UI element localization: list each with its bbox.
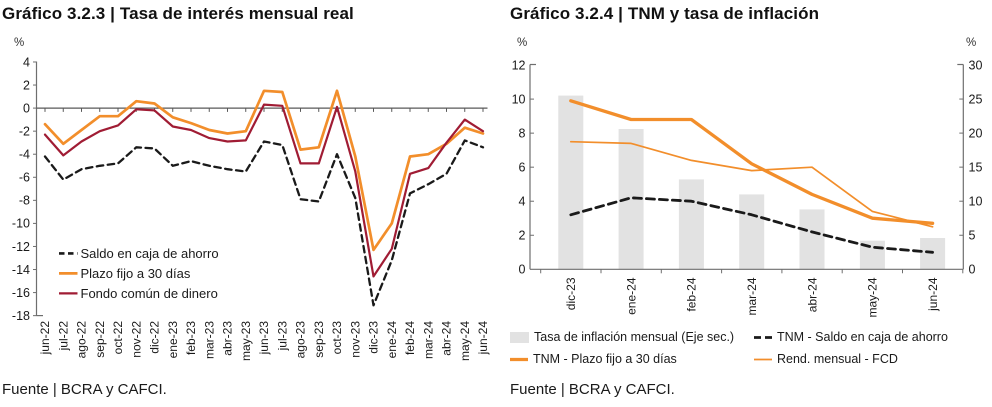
- y-tick-label: -16: [12, 286, 30, 300]
- x-tick-label: mar-23: [202, 321, 216, 359]
- y-axis-right-unit-label: %: [966, 37, 977, 49]
- y-tick-label: -10: [12, 217, 30, 231]
- x-tick-label: abr-23: [221, 321, 235, 356]
- x-tick-label: ene-24: [624, 277, 638, 315]
- x-tick-label: feb-24: [403, 321, 417, 355]
- x-tick-label: jul-22: [56, 321, 70, 352]
- legend-label: Plazo fijo a 30 días: [81, 266, 191, 281]
- legend-label-rend-fcd: Rend. mensual - FCD: [777, 352, 898, 366]
- series-line-plazo-fijo: [43, 89, 485, 252]
- bar-inflation: [558, 95, 584, 270]
- y-tick-label: 4: [23, 55, 30, 69]
- x-tick-label: sep-23: [312, 321, 326, 358]
- x-tick-label: may-24: [866, 277, 880, 317]
- y-tick-label-left: 0: [519, 263, 526, 277]
- x-tick-label: nov-22: [129, 321, 143, 358]
- y-tick-label-left: 12: [512, 58, 526, 72]
- x-tick-label: jun-24: [476, 321, 490, 356]
- series-line-tnm-caja-ahorro: [569, 196, 935, 254]
- legend-label-tnm-caja-ahorro: TNM - Saldo en caja de ahorro: [777, 330, 948, 344]
- x-tick-label: oct-23: [330, 321, 344, 355]
- x-tick-label: dic-23: [367, 321, 381, 354]
- y-tick-label-right: 20: [969, 126, 983, 140]
- chart-panel-3-2-3: Gráfico 3.2.3 | Tasa de interés mensual …: [2, 4, 490, 398]
- chart-title-left: Gráfico 3.2.3 | Tasa de interés mensual …: [2, 4, 354, 23]
- thin-orange-line-swatch-icon: [754, 358, 772, 360]
- x-tick-label: jun-22: [38, 321, 52, 356]
- dashed-line-swatch-icon: [754, 335, 772, 339]
- x-tick-label: ene-23: [166, 321, 180, 359]
- x-tick-label: feb-24: [685, 277, 699, 311]
- y-axis-left-unit-label: %: [517, 37, 528, 49]
- y-tick-label-right: 5: [969, 229, 976, 243]
- x-tick-label: may-23: [239, 321, 253, 361]
- series-line-rend-fcd: [569, 140, 934, 228]
- legend-item-tnm-caja-ahorro: TNM - Saldo en caja de ahorro: [754, 330, 948, 344]
- y-tick-label-right: 0: [969, 263, 976, 277]
- bar-inflation: [739, 194, 765, 270]
- y-tick-label-left: 2: [519, 229, 526, 243]
- legend-item-inflation: Tasa de inflación mensual (Eje sec.): [510, 330, 734, 344]
- source-note-right: Fuente | BCRA y CAFCI.: [510, 381, 675, 398]
- legend-label-inflation: Tasa de inflación mensual (Eje sec.): [534, 330, 735, 344]
- y-tick-label-left: 8: [519, 126, 526, 140]
- y-tick-label: -8: [19, 194, 30, 208]
- y-tick-label-right: 30: [969, 58, 983, 72]
- x-tick-label: ago-22: [75, 321, 89, 359]
- line-chart-real-interest-rate: 4 2 0 -2 -4 -6 -8 -10 -12 -14 -16 -18 jun-22 jul-22 ag…: [12, 55, 490, 361]
- y-tick-label-right: 10: [969, 195, 983, 209]
- y-tick-label: -6: [19, 171, 30, 185]
- chart-panel-3-2-4: Gráfico 3.2.4 | TNM y tasa de inflación …: [496, 0, 992, 407]
- y-tick-label: 0: [23, 101, 30, 115]
- y-tick-label: -18: [12, 309, 30, 323]
- y-tick-label-right: 15: [969, 160, 983, 174]
- x-tick-label: sep-22: [93, 321, 107, 358]
- source-note-left: Fuente | BCRA y CAFCI.: [2, 381, 167, 398]
- legend-label-tnm-plazo-fijo: TNM - Plazo fijo a 30 días: [533, 352, 677, 366]
- x-tick-label: dic-22: [148, 321, 162, 354]
- y-tick-label: -2: [19, 124, 30, 138]
- x-tick-label: jul-23: [275, 321, 289, 352]
- y-tick-label: -4: [19, 148, 30, 162]
- x-tick-label: mar-24: [745, 277, 759, 315]
- x-tick-label: feb-23: [184, 321, 198, 355]
- x-tick-label: jun-23: [257, 321, 271, 356]
- x-tick-label: abr-24: [805, 277, 819, 312]
- y-tick-label: -14: [12, 263, 30, 277]
- series-line-fcd: [43, 103, 485, 278]
- chart-title-right: Gráfico 3.2.4 | TNM y tasa de inflación: [510, 4, 820, 23]
- legend-item-tnm-plazo-fijo: TNM - Plazo fijo a 30 días: [510, 352, 677, 366]
- y-axis-unit-label: %: [14, 37, 25, 49]
- series-line-tnm-plazo-fijo: [569, 99, 935, 225]
- combo-chart-tnm-inflation: 0 2 4 6 8 10 12 0 5 10 15 20 25 30 dic-23 ene-24 feb-24 m…: [512, 58, 983, 317]
- x-tick-label: jun-24: [926, 277, 940, 312]
- x-tick-label: ago-23: [294, 321, 308, 359]
- x-tick-label: may-24: [458, 321, 472, 361]
- legend-label: Fondo común de dinero: [81, 286, 218, 301]
- y-tick-label: -12: [12, 240, 30, 254]
- thick-orange-line-swatch-icon: [510, 357, 528, 361]
- x-tick-label: oct-22: [111, 321, 125, 355]
- bar-inflation: [678, 179, 704, 270]
- legend-label: Saldo en caja de ahorro: [81, 246, 219, 261]
- y-tick-label-left: 10: [512, 92, 526, 106]
- x-tick-label: nov-23: [348, 321, 362, 358]
- series-line-caja-ahorro: [43, 139, 485, 307]
- y-tick-label-right: 25: [969, 92, 983, 106]
- x-tick-label: dic-23: [564, 277, 578, 310]
- legend-item-rend-fcd: Rend. mensual - FCD: [754, 352, 898, 366]
- bar-inflation: [799, 209, 825, 270]
- x-tick-label: abr-24: [440, 321, 454, 356]
- y-tick-label: 2: [23, 78, 30, 92]
- x-tick-label: ene-24: [385, 321, 399, 359]
- y-tick-label-left: 4: [519, 195, 526, 209]
- x-tick-label: mar-24: [421, 321, 435, 359]
- inflation-bar-swatch-icon: [510, 331, 529, 343]
- y-tick-label-left: 6: [519, 160, 526, 174]
